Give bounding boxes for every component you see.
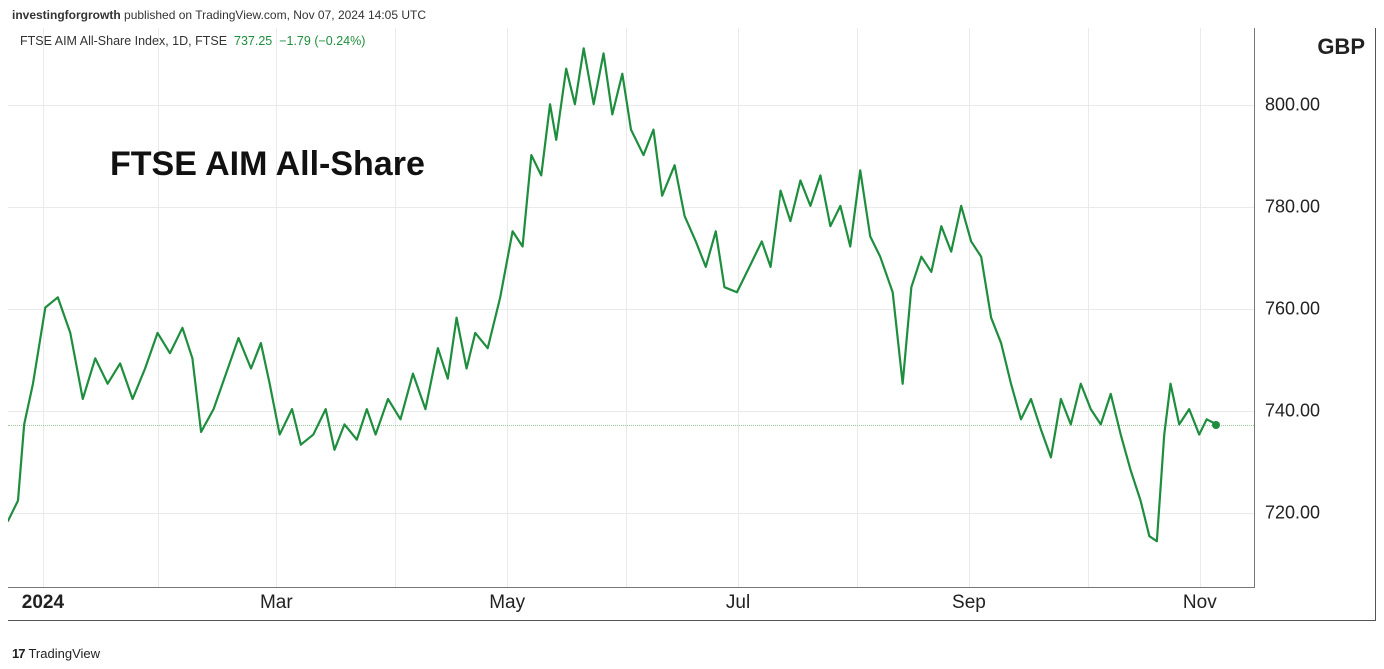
- x-tick-label: Sep: [952, 592, 986, 614]
- x-tick-label: Jul: [726, 592, 750, 614]
- chart-plot-area[interactable]: FTSE AIM All-Share: [8, 28, 1255, 588]
- legend-symbol: FTSE AIM All-Share Index: [20, 34, 165, 48]
- publish-author: investingforgrowth: [12, 8, 121, 22]
- y-axis: GBP 720.00 740.00 760.00 780.00 800.00: [1257, 28, 1375, 588]
- legend-last: 737.25: [234, 34, 272, 48]
- legend-interval: 1D: [172, 34, 188, 48]
- y-tick-label: 780.00: [1265, 196, 1320, 217]
- tradingview-brand: TradingView: [28, 646, 100, 661]
- publish-header: investingforgrowth published on TradingV…: [0, 0, 1384, 26]
- publish-on: published on TradingView.com,: [124, 8, 290, 22]
- x-tick-label: Nov: [1183, 592, 1217, 614]
- y-tick-label: 740.00: [1265, 400, 1320, 421]
- chart-legend: FTSE AIM All-Share Index, 1D, FTSE 737.2…: [20, 34, 365, 48]
- y-tick-label: 760.00: [1265, 298, 1320, 319]
- legend-pct: (−0.24%): [314, 34, 365, 48]
- x-tick-label: May: [489, 592, 525, 614]
- tradingview-logo-icon: 17: [12, 646, 24, 661]
- y-axis-currency: GBP: [1317, 34, 1365, 60]
- price-line: [8, 28, 1254, 587]
- chart-container[interactable]: FTSE AIM All-Share GBP 720.00 740.00 760.0…: [8, 28, 1376, 621]
- x-axis: 2024 Mar May Jul Sep Nov: [8, 588, 1255, 620]
- legend-change: −1.79: [279, 34, 311, 48]
- legend-exchange: FTSE: [195, 34, 227, 48]
- footer-branding: 17 TradingView: [12, 646, 100, 661]
- chart-title-overlay: FTSE AIM All-Share: [110, 145, 425, 184]
- x-tick-label: Mar: [260, 592, 293, 614]
- publish-timestamp: Nov 07, 2024 14:05 UTC: [293, 8, 426, 22]
- last-price-dot: [1212, 421, 1220, 429]
- y-tick-label: 800.00: [1265, 94, 1320, 115]
- y-tick-label: 720.00: [1265, 502, 1320, 523]
- x-tick-label: 2024: [22, 592, 64, 614]
